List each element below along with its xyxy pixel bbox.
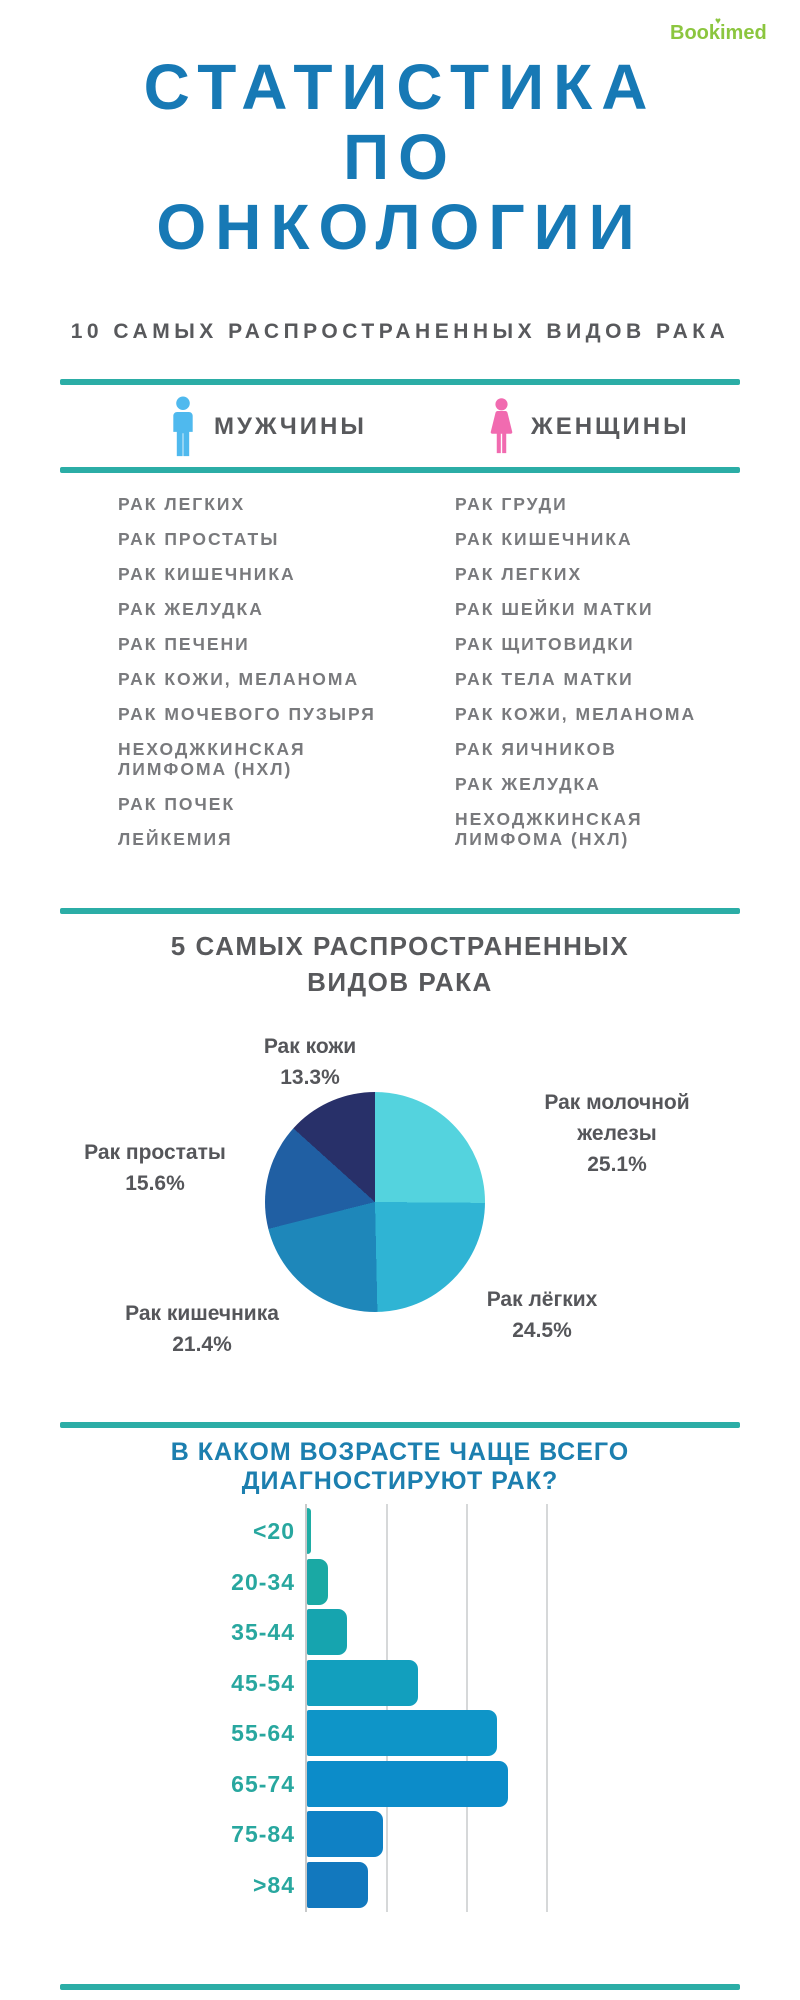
cancer-list-item: РАК ПЕЧЕНИ <box>118 634 250 654</box>
age-bar <box>307 1710 497 1756</box>
age-bar-label: 45-54 <box>231 1670 295 1696</box>
page-title: СТАТИСТИКА ПО ОНКОЛОГИИ <box>143 51 657 263</box>
cancer-list-item: РАК КОЖИ, МЕЛАНОМА <box>118 669 360 689</box>
cancer-list-item: НЕХОДЖКИНСКАЯ ЛИМФОМА (НХЛ) <box>455 809 643 849</box>
men-label: МУЖЧИНЫ <box>214 413 367 440</box>
age-bar-label: 65-74 <box>231 1771 295 1797</box>
divider <box>60 1984 740 1990</box>
age-bar <box>307 1761 508 1807</box>
cancer-list-item: РАК ПРОСТАТЫ <box>118 529 280 549</box>
cancer-list-item: РАК ЖЕЛУДКА <box>118 599 264 619</box>
age-bar-label: 35-44 <box>231 1619 295 1645</box>
cancer-list-item: РАК ЩИТОВИДКИ <box>455 634 635 654</box>
divider <box>60 379 740 385</box>
age-bar-row: 35-44 <box>60 1609 740 1655</box>
woman-icon <box>490 398 513 454</box>
women-header: ЖЕНЩИНЫ <box>488 395 690 459</box>
age-bar-row: >84 <box>60 1862 740 1908</box>
divider <box>60 908 740 914</box>
cancer-list-item: РАК ГРУДИ <box>455 494 568 514</box>
pie-label-prostate: Рак простаты 15.6% <box>84 1141 226 1195</box>
page-subtitle: 10 САМЫХ РАСПРОСТРАНЕННЫХ ВИДОВ РАКА <box>70 320 730 343</box>
men-header: МУЖЧИНЫ <box>168 395 367 459</box>
cancer-list-item: РАК МОЧЕВОГО ПУЗЫРЯ <box>118 704 376 724</box>
women-label: ЖЕНЩИНЫ <box>531 413 690 440</box>
cancer-list-item: РАК КИШЕЧНИКА <box>118 564 296 584</box>
chart-axis <box>305 1504 307 1912</box>
cancer-list-item: РАК ПОЧЕК <box>118 794 236 814</box>
age-bar-label: 75-84 <box>231 1821 295 1847</box>
cancer-list-item: РАК ЖЕЛУДКА <box>455 774 601 794</box>
age-bar <box>307 1660 418 1706</box>
pie-label-breast: Рак молочной железы 25.1% <box>544 1091 690 1176</box>
cancer-list-item: РАК ШЕЙКИ МАТКИ <box>455 599 654 619</box>
age-bar-row: 55-64 <box>60 1710 740 1756</box>
age-bar-chart: <20 20-34 35-44 45-54 55-64 65-74 75-84 >84 <box>60 1504 740 1912</box>
cancer-list-item: ЛЕЙКЕМИЯ <box>118 829 233 849</box>
bookimed-logo-text: Bookimed <box>670 22 767 44</box>
heart-icon: ♥ <box>715 16 721 27</box>
cancer-list-item: РАК КОЖИ, МЕЛАНОМА <box>455 704 697 724</box>
age-bar <box>307 1811 383 1857</box>
bookimed-logo: Bookimed ♥ <box>670 16 767 45</box>
man-icon <box>173 396 193 457</box>
chart-gridline <box>466 1504 468 1912</box>
women-cancer-list: РАК ГРУДИ РАК КИШЕЧНИКА РАК ЛЕГКИХ РАК ШЕЙК… <box>455 494 755 864</box>
age-section-title: В КАКОМ ВОЗРАСТЕ ЧАЩЕ ВСЕГО ДИАГНОСТИРУЮ… <box>170 1438 630 1495</box>
cancer-list-item: РАК ЛЕГКИХ <box>455 564 583 584</box>
age-bar-row: 75-84 <box>60 1811 740 1857</box>
age-bar <box>307 1508 311 1554</box>
men-cancer-list: РАК ЛЕГКИХ РАК ПРОСТАТЫ РАК КИШЕЧНИКА РАК Ж… <box>118 494 418 864</box>
cancer-list-item: РАК ЯИЧНИКОВ <box>455 739 617 759</box>
age-bar <box>307 1609 347 1655</box>
top5-section-title: 5 САМЫХ РАСПРОСТРАНЕННЫХ ВИДОВ РАКА <box>170 931 630 997</box>
cancer-list-item: РАК ЛЕГКИХ <box>118 494 246 514</box>
age-bar <box>307 1559 328 1605</box>
age-bar-row: 45-54 <box>60 1660 740 1706</box>
divider <box>60 1422 740 1428</box>
age-bar-label: >84 <box>252 1872 295 1898</box>
age-bar-row: 65-74 <box>60 1761 740 1807</box>
age-bar <box>307 1862 368 1908</box>
age-bar-label: 55-64 <box>231 1720 295 1746</box>
cancer-list-item: РАК ТЕЛА МАТКИ <box>455 669 634 689</box>
pie-label-skin: Рак кожи 13.3% <box>263 1035 357 1089</box>
pie-label-lung: Рак лёгких 24.5% <box>486 1288 598 1342</box>
top5-pie-chart <box>265 1092 485 1312</box>
cancer-list-item: НЕХОДЖКИНСКАЯ ЛИМФОМА (НХЛ) <box>118 739 306 779</box>
age-bar-label: 20-34 <box>231 1569 295 1595</box>
chart-gridline <box>546 1504 548 1912</box>
age-bar-label: <20 <box>252 1518 295 1544</box>
age-bar-row: <20 <box>60 1508 740 1554</box>
age-bar-row: 20-34 <box>60 1559 740 1605</box>
pie-label-bowel: Рак кишечника 21.4% <box>125 1302 279 1356</box>
divider <box>60 467 740 473</box>
cancer-list-item: РАК КИШЕЧНИКА <box>455 529 633 549</box>
chart-gridline <box>386 1504 388 1912</box>
